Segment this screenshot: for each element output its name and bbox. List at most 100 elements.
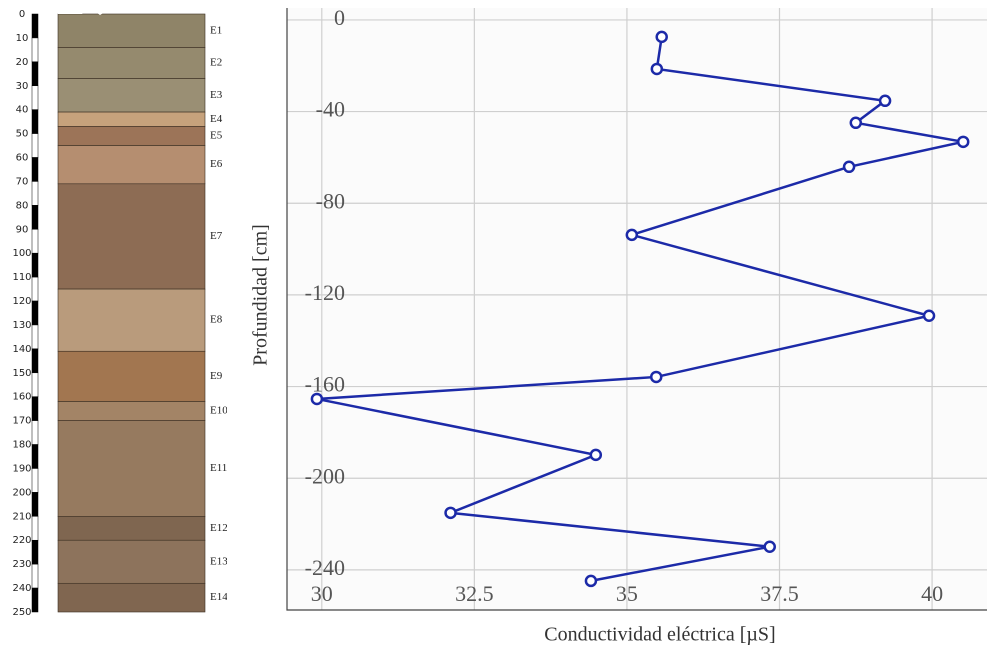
layer-label: E14 [210, 591, 228, 603]
layer-label: E6 [210, 158, 223, 170]
layer-label: E2 [210, 57, 222, 69]
ruler-label: 190 [12, 463, 31, 474]
x-tick-label: 37.5 [760, 581, 799, 606]
ruler-segment [31, 157, 39, 182]
data-point [310, 392, 324, 406]
ruler-label: 250 [12, 607, 31, 618]
y-tick-label: -120 [305, 280, 345, 305]
ruler-segment [31, 468, 39, 493]
ruler-label: 70 [16, 176, 29, 187]
ruler-label: 240 [12, 583, 31, 594]
ruler-label: 90 [16, 224, 29, 235]
layer-labels: E1 E2 E3 E4 E5 E6 E7 E8 E9 E10 E11 E12 E13 E14 [210, 24, 228, 603]
x-tick-label: 40 [921, 581, 943, 606]
ruler-label: 110 [12, 272, 31, 283]
data-point [922, 309, 936, 323]
y-tick-label: -80 [316, 188, 345, 213]
ruler-segment [31, 587, 39, 613]
ruler-label: 220 [12, 535, 31, 546]
ruler-segment [31, 420, 39, 445]
soil-layer [57, 13, 206, 48]
soil-layer [57, 288, 206, 352]
data-point [849, 116, 863, 130]
ruler-label: 200 [12, 487, 31, 498]
line-chart: 30 32.5 35 37.5 40 0 -40 -80 -120 -160 -200 -240 [286, 5, 987, 611]
layer-label: E9 [210, 370, 223, 382]
x-tick-label: 35 [616, 581, 638, 606]
ruler-label: 210 [12, 511, 31, 522]
ruler-label: 10 [16, 33, 29, 44]
y-tick-label: -200 [305, 463, 345, 488]
ruler-segment [31, 109, 39, 134]
data-point [649, 370, 663, 384]
soil-layer [57, 350, 206, 402]
ruler-segment [31, 300, 39, 326]
ruler-label: 20 [16, 57, 29, 68]
layer-label: E11 [210, 462, 227, 474]
soil-layer [57, 539, 206, 584]
ruler-segment [31, 85, 39, 110]
soil-layer [57, 78, 206, 113]
ruler-segment [31, 539, 39, 565]
soil-layer [57, 111, 206, 127]
data-point [589, 448, 603, 462]
ruler-label: 130 [12, 320, 31, 331]
ruler-label: 60 [16, 153, 29, 164]
ruler-label: 150 [12, 368, 31, 379]
ruler-segment [31, 348, 39, 374]
ruler-label: 180 [12, 440, 31, 451]
layer-label: E3 [210, 89, 223, 101]
ruler-label: 230 [12, 559, 31, 570]
ruler-label: 140 [12, 344, 31, 355]
ruler-segment [31, 181, 39, 206]
data-point [956, 135, 970, 149]
ruler-segment [31, 37, 39, 63]
ruler-segment [31, 205, 39, 230]
soil-layer [57, 126, 206, 146]
data-point [625, 228, 639, 242]
ruler-segment [31, 61, 39, 87]
ruler-segment [31, 229, 39, 254]
ruler-label: 0 [19, 9, 25, 20]
ruler-label: 30 [16, 81, 29, 92]
ruler-segment [31, 13, 39, 39]
data-point [763, 540, 776, 554]
ruler-segment [31, 492, 39, 517]
ruler-label: 100 [12, 248, 31, 259]
data-point [444, 506, 457, 520]
ruler-segment [31, 133, 39, 158]
soil-layer [57, 145, 206, 185]
ruler-label: 40 [16, 105, 29, 116]
ruler-segment [31, 372, 39, 397]
ruler-label: 170 [12, 416, 31, 427]
y-tick-label: -240 [305, 555, 345, 580]
y-tick-label: -40 [316, 97, 345, 122]
soil-layer [57, 183, 206, 290]
axes-frame [286, 8, 987, 611]
ruler-label: 50 [16, 129, 29, 140]
ruler-segment [31, 252, 39, 278]
ruler-label: 120 [12, 296, 31, 307]
ruler-label: 80 [16, 200, 29, 211]
soil-layer [57, 420, 206, 517]
layer-label: E1 [210, 24, 222, 36]
series [310, 30, 970, 588]
data-point [842, 160, 856, 174]
layer-label: E5 [210, 130, 223, 142]
soil-layer [57, 582, 206, 613]
soil-layer [57, 516, 206, 541]
ruler-segment [31, 276, 39, 302]
x-axis-label: Conductividad eléctrica [µS] [544, 624, 775, 646]
x-tick-label: 30 [311, 581, 333, 606]
ruler-segment [31, 563, 39, 589]
layer-label: E12 [210, 522, 228, 534]
ruler-label: 160 [12, 392, 31, 403]
data-point [584, 574, 598, 588]
soil-layer [57, 401, 206, 421]
x-tick-label: 32.5 [455, 581, 494, 606]
y-tick-label: -160 [305, 372, 345, 397]
surface [58, 0, 205, 15]
ruler-segment [31, 444, 39, 469]
plot-area [287, 8, 987, 610]
